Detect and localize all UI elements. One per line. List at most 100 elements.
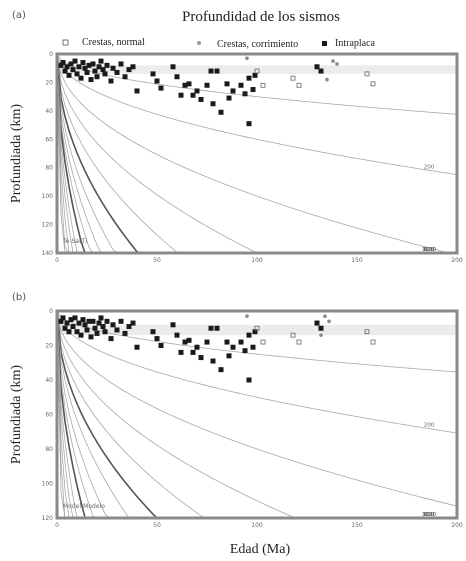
- data-point-intraplate: [194, 88, 200, 94]
- data-point-ridge-thrust: [323, 314, 327, 318]
- data-point-ridge-normal: [370, 339, 376, 345]
- data-point-intraplate: [74, 329, 80, 335]
- data-point-intraplate: [110, 322, 116, 328]
- data-point-intraplate: [70, 324, 76, 330]
- data-point-intraplate: [208, 325, 214, 331]
- x-tick-label: 100: [251, 522, 263, 529]
- panel-label: (b): [12, 292, 26, 303]
- y-tick-label: 40: [45, 108, 53, 115]
- legend-label-intraplate: Intraplaca: [335, 38, 376, 49]
- data-point-intraplate: [102, 329, 108, 335]
- data-point-intraplate: [174, 332, 180, 338]
- isotherm-curve: [56, 53, 458, 175]
- legend-label-ridge-thrust: Crestas, corrimiento: [217, 39, 298, 50]
- data-point-intraplate: [198, 355, 204, 361]
- data-point-intraplate: [58, 318, 64, 324]
- x-tick-label: 150: [351, 257, 363, 264]
- data-point-intraplate: [218, 367, 224, 373]
- data-point-intraplate: [66, 72, 72, 78]
- data-point-intraplate: [118, 61, 124, 67]
- data-point-intraplate: [70, 67, 76, 73]
- data-point-intraplate: [96, 320, 102, 326]
- data-point-intraplate: [102, 71, 108, 77]
- data-point-intraplate: [238, 82, 244, 88]
- isotherm-curve: [56, 53, 457, 254]
- y-tick-label: 40: [45, 377, 53, 384]
- data-point-intraplate: [218, 109, 224, 115]
- isotherm-curve: [56, 53, 457, 254]
- data-point-intraplate: [230, 344, 236, 350]
- data-point-intraplate: [194, 344, 200, 350]
- y-tick-label: 20: [45, 343, 53, 350]
- data-point-intraplate: [58, 62, 64, 68]
- data-point-intraplate: [246, 377, 252, 383]
- data-point-intraplate: [250, 87, 256, 93]
- y-tick-label: 80: [45, 165, 53, 172]
- data-point-intraplate: [64, 64, 70, 70]
- isotherm-curve: [56, 53, 457, 254]
- y-tick-label: 120: [42, 515, 54, 522]
- data-point-intraplate: [122, 330, 128, 336]
- data-point-intraplate: [60, 60, 66, 66]
- data-point-intraplate: [130, 64, 136, 70]
- data-point-intraplate: [134, 88, 140, 94]
- data-point-ridge-normal: [296, 339, 302, 345]
- plot-frame: [55, 309, 459, 520]
- y-tick-label: 140: [42, 250, 54, 257]
- data-point-intraplate: [72, 315, 78, 321]
- data-point-ridge-thrust: [245, 56, 249, 61]
- data-point-intraplate: [214, 68, 220, 74]
- panel-a: (a)Profundiada (km) 200400600800100012000…: [9, 10, 463, 264]
- data-point-intraplate: [76, 320, 82, 326]
- y-tick-label: 100: [42, 481, 54, 488]
- model-label: Model-Modelo: [63, 503, 105, 510]
- data-point-intraplate: [150, 329, 156, 335]
- x-tick-label: 150: [351, 522, 363, 529]
- data-point-intraplate: [238, 339, 244, 345]
- panel-label: (a): [12, 10, 26, 21]
- data-point-intraplate: [100, 324, 106, 330]
- data-point-intraplate: [204, 339, 210, 345]
- data-point-ridge-thrust: [335, 62, 339, 66]
- data-point-intraplate: [108, 78, 114, 84]
- data-point-ridge-normal: [290, 75, 296, 81]
- data-point-ridge-normal: [296, 82, 302, 88]
- data-point-intraplate: [68, 61, 74, 67]
- y-tick-label: 60: [45, 412, 53, 419]
- data-point-intraplate: [170, 64, 176, 70]
- shallow-band: [57, 65, 457, 74]
- data-point-ridge-thrust: [319, 333, 323, 337]
- y-tick-label: 80: [45, 446, 53, 453]
- data-point-intraplate: [84, 327, 90, 333]
- isotherm-label: 800: [424, 247, 435, 253]
- data-point-intraplate: [190, 92, 196, 98]
- y-tick-label: 0: [49, 51, 53, 58]
- data-point-intraplate: [214, 325, 220, 331]
- legend-label-ridge-normal: Crestas, normal: [82, 37, 145, 48]
- data-point-intraplate: [88, 334, 94, 340]
- y-tick-label: 120: [42, 222, 54, 229]
- legend-marker-ridge-normal: [62, 39, 69, 46]
- data-point-ridge-normal: [254, 325, 260, 331]
- x-tick-label: 200: [451, 257, 463, 264]
- data-point-intraplate: [210, 358, 216, 364]
- data-point-intraplate: [94, 74, 100, 80]
- data-point-intraplate: [90, 61, 96, 67]
- isotherm-curve: [56, 53, 457, 254]
- data-point-intraplate: [98, 58, 104, 64]
- data-point-intraplate: [98, 315, 104, 321]
- data-point-intraplate: [198, 96, 204, 102]
- data-point-intraplate: [210, 101, 216, 107]
- isotherm-curve: [56, 310, 458, 507]
- y-tick-label: 0: [49, 308, 53, 315]
- data-point-intraplate: [154, 78, 160, 84]
- data-point-intraplate: [68, 317, 74, 323]
- data-point-intraplate: [104, 62, 110, 68]
- data-point-intraplate: [224, 339, 230, 345]
- data-point-intraplate: [230, 88, 236, 94]
- isotherm-curve: [56, 53, 457, 254]
- data-point-intraplate: [66, 329, 72, 335]
- data-point-intraplate: [86, 318, 92, 324]
- isotherm-label: 1200: [422, 247, 436, 253]
